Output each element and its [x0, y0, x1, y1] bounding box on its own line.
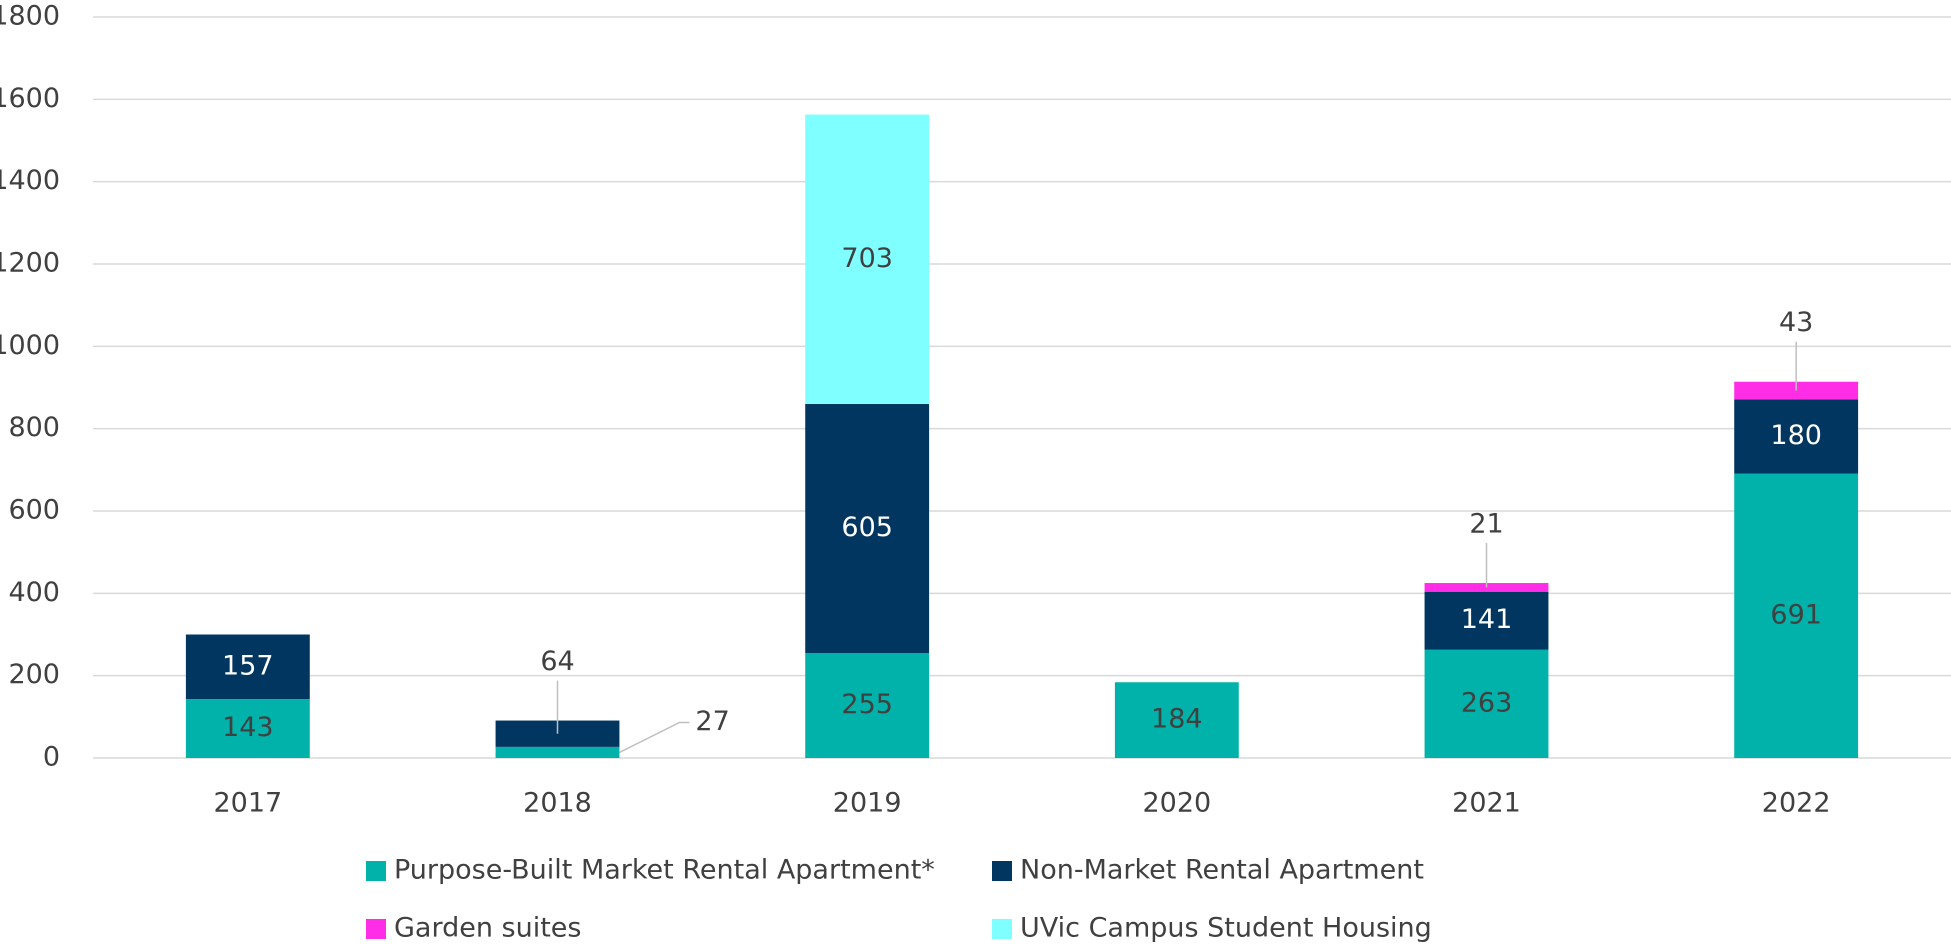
x-tick-label: 2022 [1762, 788, 1831, 819]
y-tick-label: 1400 [0, 165, 60, 196]
x-tick-label: 2019 [833, 788, 902, 819]
data-label: 703 [841, 243, 893, 274]
legend-label: Purpose-Built Market Rental Apartment* [394, 855, 935, 886]
x-tick-label: 2020 [1142, 788, 1211, 819]
y-tick-label: 0 [43, 742, 60, 773]
legend-swatch [366, 919, 386, 939]
legend-label: UVic Campus Student Housing [1020, 913, 1432, 944]
y-tick-label: 800 [8, 412, 60, 443]
legend-label: Non-Market Rental Apartment [1020, 855, 1424, 886]
bar-segment [185, 634, 310, 700]
bar-segment [1424, 649, 1549, 758]
x-tick-label: 2021 [1452, 788, 1521, 819]
data-label: 605 [841, 512, 893, 543]
data-label: 27 [695, 706, 729, 737]
legend-label: Garden suites [394, 913, 581, 944]
y-tick-label: 600 [8, 495, 60, 526]
leader-line [619, 721, 690, 754]
data-label: 263 [1461, 687, 1513, 718]
data-label: 184 [1151, 704, 1203, 735]
data-label: 21 [1469, 509, 1503, 540]
legend-swatch [366, 861, 386, 881]
bar-segment [1734, 473, 1859, 758]
legend-swatch [992, 919, 1012, 939]
data-label: 64 [540, 646, 574, 677]
data-label: 43 [1779, 307, 1813, 338]
y-tick-label: 1600 [0, 83, 60, 114]
y-tick-label: 200 [8, 659, 60, 690]
y-tick-label: 1800 [0, 1, 60, 32]
data-label: 157 [222, 650, 274, 681]
y-tick-label: 1000 [0, 330, 60, 361]
data-label: 143 [222, 712, 274, 743]
bar-segment [495, 746, 620, 758]
x-tick-label: 2018 [523, 788, 592, 819]
data-label: 141 [1461, 604, 1513, 635]
bar-segment [1114, 682, 1239, 758]
bar-segment [185, 699, 310, 758]
data-label: 255 [841, 689, 893, 720]
bar-segment [805, 114, 930, 404]
legend-swatch [992, 861, 1012, 881]
bar-segment [1424, 591, 1549, 650]
y-tick-label: 1200 [0, 248, 60, 279]
data-label: 691 [1770, 599, 1822, 630]
data-label: 180 [1770, 420, 1822, 451]
x-tick-label: 2017 [213, 788, 282, 819]
bar-segment [805, 653, 930, 758]
bar-segment [1734, 399, 1859, 474]
y-tick-label: 400 [8, 577, 60, 608]
bar-segment [805, 403, 930, 654]
